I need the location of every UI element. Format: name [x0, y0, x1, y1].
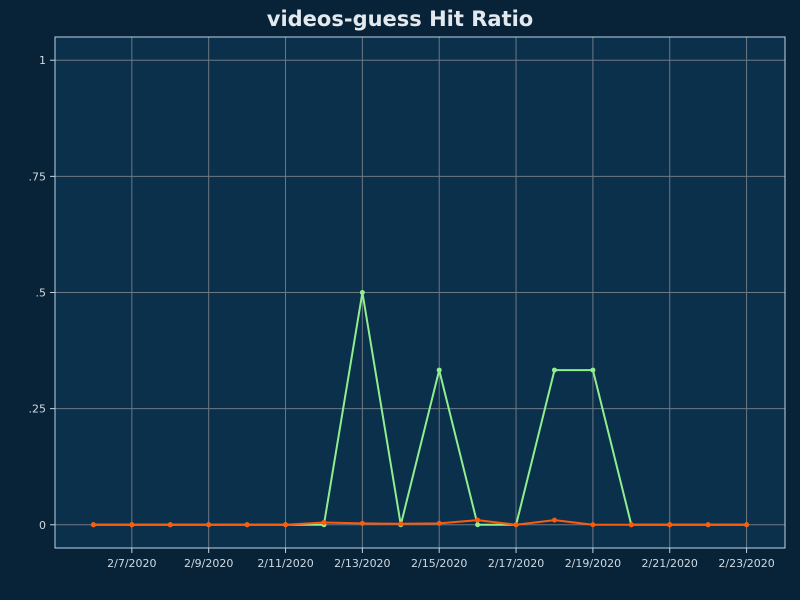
- x-tick-label: 2/15/2020: [411, 557, 467, 570]
- y-tick-label: .25: [29, 403, 47, 416]
- data-point[interactable]: [475, 522, 481, 528]
- grid: [55, 37, 785, 548]
- x-tick-label: 2/21/2020: [642, 557, 698, 570]
- x-tick-label: 2/13/2020: [334, 557, 390, 570]
- data-point[interactable]: [129, 522, 135, 528]
- data-point[interactable]: [551, 517, 557, 523]
- data-point[interactable]: [436, 367, 442, 373]
- data-point[interactable]: [667, 522, 673, 528]
- data-point[interactable]: [167, 522, 173, 528]
- series-2: [90, 517, 750, 528]
- data-point[interactable]: [398, 521, 404, 527]
- data-point[interactable]: [475, 517, 481, 523]
- plot-border: [54, 36, 786, 549]
- data-point[interactable]: [283, 522, 289, 528]
- data-point[interactable]: [513, 522, 519, 528]
- chart-title: videos-guess Hit Ratio: [267, 7, 533, 31]
- y-tick-label: 1: [39, 54, 46, 67]
- data-point[interactable]: [590, 522, 596, 528]
- y-tick-label: 0: [39, 519, 46, 532]
- x-tick-label: 2/23/2020: [718, 557, 774, 570]
- data-point[interactable]: [705, 522, 711, 528]
- x-tick-label: 2/7/2020: [107, 557, 156, 570]
- data-point[interactable]: [359, 520, 365, 526]
- data-point[interactable]: [321, 519, 327, 525]
- data-point[interactable]: [90, 522, 96, 528]
- y-tick-label: .5: [36, 287, 47, 300]
- data-point[interactable]: [359, 290, 365, 295]
- data-point[interactable]: [436, 520, 442, 526]
- data-point[interactable]: [744, 522, 750, 528]
- y-tick-label: .75: [29, 170, 47, 183]
- data-point[interactable]: [206, 522, 212, 528]
- x-tick-label: 2/17/2020: [488, 557, 544, 570]
- data-point[interactable]: [551, 367, 557, 373]
- data-point[interactable]: [244, 522, 250, 528]
- series-line: [93, 519, 747, 526]
- axes: 0 .25 .5 .75 1 2/7/2020 2/9/2020 2/11/2020 2/13/…: [29, 54, 775, 570]
- x-tick-label: 2/19/2020: [565, 557, 621, 570]
- series-layer: [90, 290, 750, 528]
- x-tick-label: 2/9/2020: [184, 557, 233, 570]
- data-point[interactable]: [590, 367, 596, 373]
- data-point[interactable]: [628, 522, 634, 528]
- x-tick-label: 2/11/2020: [257, 557, 313, 570]
